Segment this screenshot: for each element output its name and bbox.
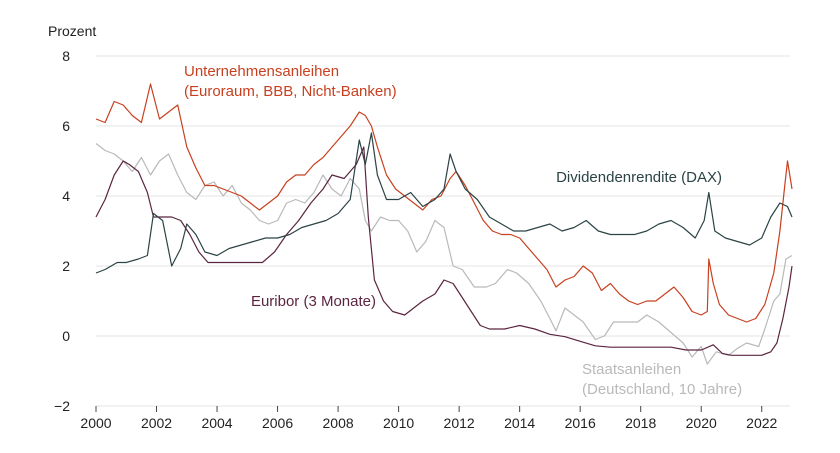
series-label: Dividendenrendite (DAX) xyxy=(556,169,722,186)
x-tick-label: 2006 xyxy=(262,415,293,431)
x-tick-label: 2022 xyxy=(746,415,777,431)
series-line xyxy=(95,83,793,323)
series-label: Euribor (3 Monate) xyxy=(251,293,376,310)
x-tick-label: 2008 xyxy=(323,415,354,431)
series-line xyxy=(95,146,793,356)
y-tick-label: −2 xyxy=(54,398,70,414)
series-label: (Euroraum, BBB, Nicht-Banken) xyxy=(184,83,397,100)
series-labels: Unternehmensanleihen (Euroraum, BBB, Nich… xyxy=(184,63,742,398)
series-label: (Deutschland, 10 Jahre) xyxy=(582,381,742,398)
y-axis-title: Prozent xyxy=(48,23,96,39)
x-tick-label: 2002 xyxy=(141,415,172,431)
x-axis-ticks: 2000 2002 2004 2006 2008 2010 2012 2014 2016 2018… xyxy=(80,406,778,431)
x-tick-label: 2010 xyxy=(383,415,414,431)
y-tick-label: 2 xyxy=(62,258,70,274)
x-tick-label: 2004 xyxy=(201,415,232,431)
series-lines xyxy=(95,83,793,365)
x-tick-label: 2020 xyxy=(686,415,717,431)
series-label: Unternehmensanleihen xyxy=(184,63,339,80)
x-tick-label: 2014 xyxy=(504,415,535,431)
y-axis-ticks: −2 0 2 4 6 8 xyxy=(54,48,70,414)
y-tick-label: 6 xyxy=(62,118,70,134)
series-line xyxy=(95,132,793,274)
x-tick-label: 2012 xyxy=(444,415,475,431)
x-tick-label: 2016 xyxy=(565,415,596,431)
x-tick-label: 2018 xyxy=(625,415,656,431)
y-tick-label: 4 xyxy=(62,188,70,204)
gridlines xyxy=(96,55,790,407)
x-tick-label: 2000 xyxy=(80,415,111,431)
y-tick-label: 8 xyxy=(62,48,70,64)
series-label: Staatsanleihen xyxy=(582,361,681,378)
y-tick-label: 0 xyxy=(62,328,70,344)
